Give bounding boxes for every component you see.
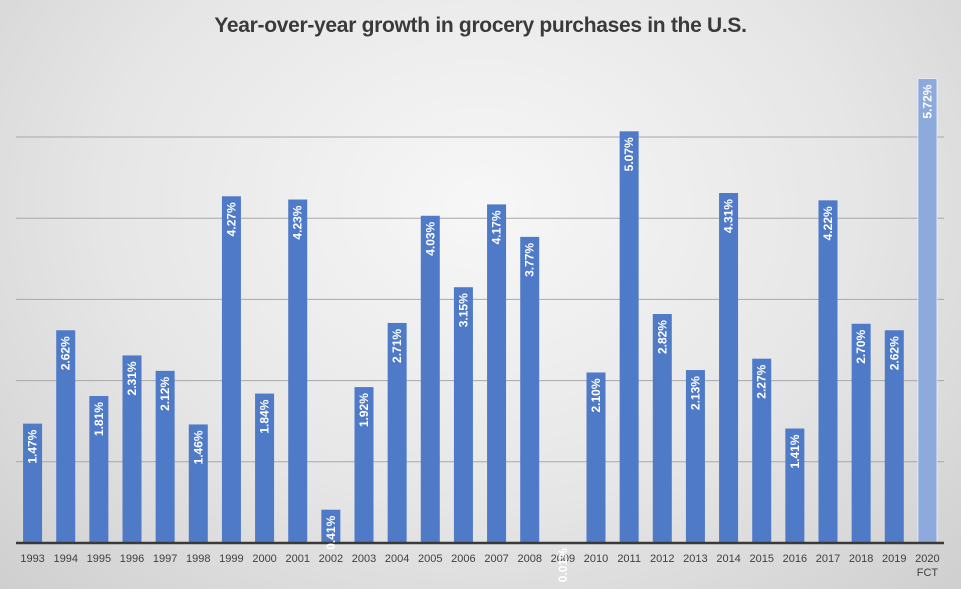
bar-1995	[89, 396, 109, 543]
x-tick-label: 2009	[551, 553, 575, 565]
data-label: 4.31%	[722, 199, 736, 233]
data-label: 2.62%	[887, 336, 901, 370]
bar-2018	[851, 323, 871, 543]
bar-1999	[221, 196, 241, 543]
data-label: 3.15%	[456, 293, 470, 327]
x-tick-label: 2018	[849, 553, 873, 565]
data-label: 4.27%	[224, 202, 238, 236]
bar-2012	[652, 314, 672, 543]
data-label: 0.41%	[324, 515, 338, 549]
bar-1998	[188, 424, 208, 543]
data-label: 2.71%	[390, 329, 404, 363]
x-tick-label: 2016	[783, 553, 807, 565]
bar-2007	[487, 204, 507, 543]
bar-2005	[420, 215, 440, 544]
data-label: 2.31%	[125, 361, 139, 395]
bar-2003	[354, 387, 374, 543]
data-label: 1.46%	[191, 430, 205, 464]
data-label: 2.13%	[688, 376, 702, 410]
bar-1997	[155, 370, 175, 543]
data-label: 1.47%	[26, 429, 40, 463]
x-tick-label: 2012	[650, 553, 674, 565]
bar-2016	[785, 428, 805, 543]
bar-2002	[321, 509, 341, 543]
data-label: 4.23%	[291, 205, 305, 239]
data-label: 4.03%	[423, 221, 437, 255]
chart-title: Year-over-year growth in grocery purchas…	[214, 14, 747, 37]
x-tick-label: 2010	[584, 553, 608, 565]
x-tick-label: 2001	[285, 553, 309, 565]
gridlines	[16, 136, 944, 463]
data-label: 0.01%	[556, 548, 570, 582]
data-label: 1.92%	[357, 393, 371, 427]
data-label: 2.27%	[755, 364, 769, 398]
x-tick-label: 2004	[385, 553, 409, 565]
data-label: 1.41%	[788, 434, 802, 468]
x-tick-label: 1993	[20, 553, 44, 565]
bar-2020-fct	[917, 78, 938, 544]
data-label: 1.81%	[92, 402, 106, 436]
data-labels: 1.47% 2.62% 1.81% 2.31% 2.12% 1.46% 4.27% 1.84%…	[26, 84, 935, 582]
x-tick-label: 2014	[716, 553, 740, 565]
bar-1996	[122, 355, 142, 543]
data-label: 5.72%	[920, 84, 934, 118]
x-tick-label: 2013	[683, 553, 707, 565]
bar-2004	[387, 322, 407, 543]
x-tick-label: 2007	[484, 553, 508, 565]
bar-2014	[719, 193, 739, 543]
x-tick-label: 2019	[882, 553, 906, 565]
data-label: 2.10%	[589, 378, 603, 412]
data-label: 2.62%	[59, 336, 73, 370]
bars	[23, 78, 938, 544]
x-tick-label: 1999	[219, 553, 243, 565]
x-tick-label: 2008	[517, 553, 541, 565]
data-label: 4.22%	[821, 206, 835, 240]
data-label: 2.82%	[655, 320, 669, 354]
bar-2017	[818, 200, 838, 543]
bar-2019	[884, 330, 904, 543]
x-tick-label: 1998	[186, 553, 210, 565]
bar-1994	[56, 330, 76, 543]
x-tick-label: 2011	[617, 553, 641, 565]
x-tick-label: 2017	[816, 553, 840, 565]
bar-2006	[453, 287, 473, 543]
bar-2011	[619, 131, 639, 544]
x-axis-ticks: 1993 1994 1995 1996 1997 1998 1999 2000 2001 2002…	[20, 553, 939, 579]
x-tick-label: 2015	[749, 553, 773, 565]
x-tick-label: 2003	[352, 553, 376, 565]
data-label: 2.70%	[854, 329, 868, 363]
x-tick-label: 2020 FCT	[915, 553, 939, 579]
x-tick-label: 1994	[53, 553, 77, 565]
x-tick-label: 2002	[319, 553, 343, 565]
data-label: 5.07%	[622, 137, 636, 171]
x-tick-label: 1996	[120, 553, 144, 565]
x-tick-label: 2000	[252, 553, 276, 565]
x-tick-label: 1995	[87, 553, 111, 565]
bar-2001	[288, 199, 308, 544]
bar-1993	[23, 423, 43, 543]
data-label: 1.84%	[258, 399, 272, 433]
bar-2000	[255, 393, 275, 543]
x-tick-label: 2006	[451, 553, 475, 565]
data-label: 2.12%	[158, 377, 172, 411]
bar-2015	[752, 358, 772, 543]
bar-2010	[586, 372, 606, 543]
bar-2008	[520, 236, 540, 543]
data-label: 3.77%	[523, 243, 537, 277]
data-label: 4.17%	[490, 210, 504, 244]
bar-2013	[685, 370, 705, 543]
x-tick-label: 2005	[418, 553, 442, 565]
x-tick-label: 1997	[153, 553, 177, 565]
